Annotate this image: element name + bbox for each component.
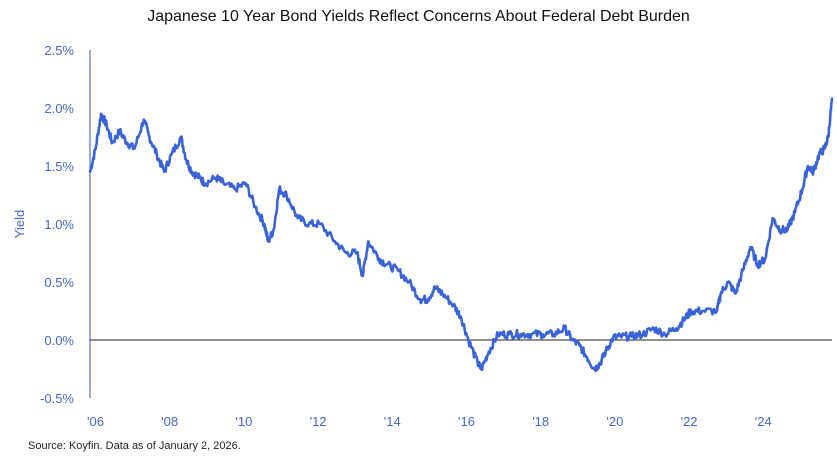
source-note: Source: Koyfin. Data as of January 2, 20… [28,440,241,452]
y-tick-label: 1.0% [44,217,74,232]
chart-title: Japanese 10 Year Bond Yields Reflect Con… [147,8,690,25]
x-tick-label: '22 [681,414,698,429]
x-tick-label: '24 [755,414,772,429]
series-line [88,97,834,373]
y-tick-label: 0.0% [44,333,74,348]
x-tick-label: '14 [384,414,401,429]
y-tick-label: -0.5% [40,391,74,406]
y-tick-label: 2.0% [44,101,74,116]
y-tick-label: 1.5% [44,159,74,174]
y-tick-label: 2.5% [44,43,74,58]
series-group [88,97,834,373]
x-tick-label: '08 [161,414,178,429]
y-axis: -0.5% 0.0% 0.5% 1.0% 1.5% 2.0% 2.5% Yield [12,43,91,406]
x-tick-label: '18 [532,414,549,429]
x-tick-label: '10 [235,414,252,429]
x-tick-label: '20 [606,414,623,429]
x-tick-label: '16 [458,414,475,429]
x-tick-label: '06 [87,414,104,429]
x-tick-label: '12 [310,414,327,429]
x-axis: '06 '08 '10 '12 '14 '16 '18 '20 '22 '24 [87,339,832,429]
y-tick-label: 0.5% [44,275,74,290]
y-axis-label: Yield [12,210,27,238]
